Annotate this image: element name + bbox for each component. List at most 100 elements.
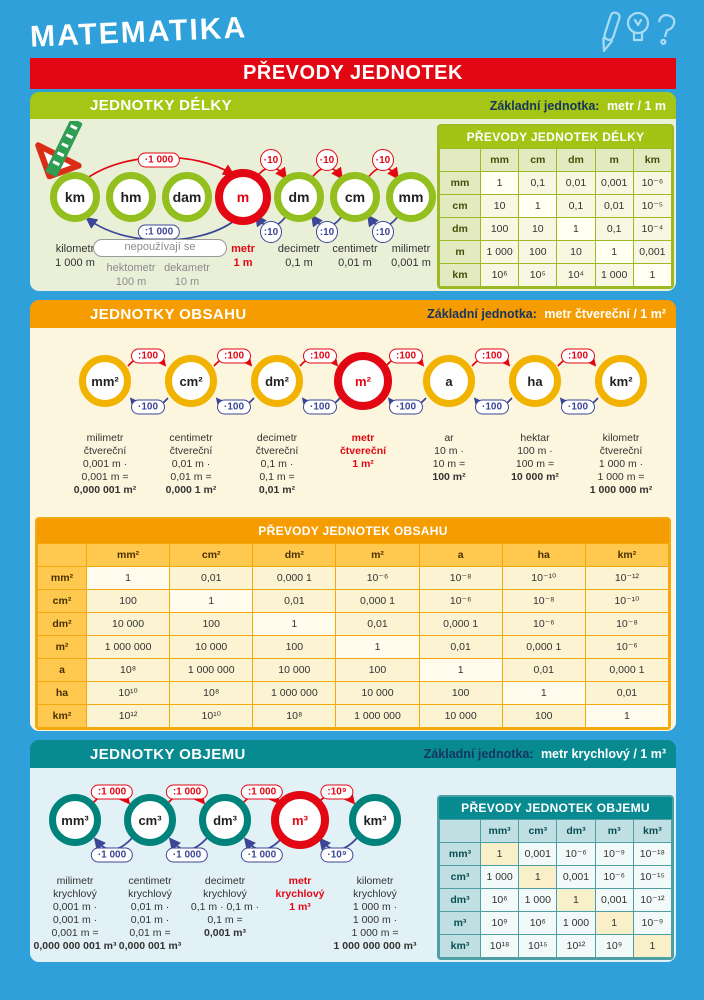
- unit-circle-cm3: cm³: [124, 794, 176, 846]
- unit-label-dekametr: dekametr 10 m: [147, 262, 227, 288]
- table-cell: 0,01: [418, 635, 503, 659]
- table-row: km² 10¹² 10¹⁰ 10⁸ 1 000 000 10 000 100 1: [37, 704, 669, 728]
- description-line: 0,001 m ·: [52, 901, 98, 913]
- unit-circle-mm: mm: [386, 172, 436, 222]
- description-line: decimetr: [256, 432, 298, 444]
- base-unit: Základní jednotka: metr čtvereční / 1 m²: [427, 307, 666, 321]
- conversion-table-volume: PŘEVODY JEDNOTEK OBJEMU mm³ cm³ dm³ m³ km³ mm…: [437, 795, 674, 960]
- unit-description-column: metr krychlový 1 m³: [258, 875, 342, 914]
- table-cell: 1: [418, 658, 503, 682]
- description-line: krychlový: [353, 888, 397, 900]
- unit-name: dekametr: [164, 262, 210, 274]
- description-result: 0,000 000 001 m³: [33, 940, 117, 952]
- table-cell: 10⁶: [518, 911, 558, 935]
- table-row-header: mm: [439, 171, 481, 195]
- description-result: 10 000 m²: [511, 471, 559, 483]
- table-cell: 10⁻⁶: [556, 842, 596, 866]
- table-col-header: km: [632, 148, 672, 172]
- table-cell: 10⁻⁶: [594, 865, 634, 889]
- description-line: 0,01 m =: [170, 471, 212, 483]
- multiply-pill: ·100: [388, 399, 424, 415]
- set-square-ruler-icon: [35, 121, 83, 180]
- table-cell: 10⁻¹²: [584, 566, 669, 590]
- table-cell: 10⁴: [556, 263, 596, 287]
- divide-pill: :100: [474, 348, 510, 364]
- table-cell: 0,01: [584, 681, 669, 705]
- question-mark-icon: [658, 14, 676, 45]
- description-lines: metr čtvereční: [318, 432, 408, 458]
- table-cell: 0,001: [518, 842, 558, 866]
- table-cell: 1 000: [556, 911, 596, 935]
- table-cell: 1: [479, 171, 520, 195]
- section-body-area: mm² cm² dm² m² a ha km² :100 :100 :100 :…: [30, 328, 676, 731]
- table-grid: mm cm dm m km mm 1 0,1 0,01 0,001 10⁻⁶ cm 10 1 0,1 0,01…: [439, 148, 672, 287]
- table-grid: mm³ cm³ dm³ m³ km³ mm³ 1 0,001 10⁻⁶ 10⁻⁹ 10⁻¹⁸ cm³ 1…: [439, 819, 672, 958]
- table-cell: 0,01: [594, 194, 634, 218]
- unit-description-column: centimetr čtvereční 0,01 m · 0,01 m = 0,000…: [146, 432, 236, 497]
- description-line: 0,01 m ·: [130, 914, 170, 926]
- table-row-header: m²: [37, 635, 87, 659]
- unit-description-column: decimetr krychlový 0,1 m · 0,1 m · 0,1 m = …: [183, 875, 267, 940]
- pencil-icon: [602, 11, 621, 53]
- section-heading: JEDNOTKY OBJEMU: [90, 745, 246, 763]
- description-lines: decimetr krychlový 0,1 m · 0,1 m · 0,1 m =: [183, 875, 267, 927]
- description-line: metr: [351, 432, 375, 444]
- table-cell: 0,1: [556, 194, 596, 218]
- description-line: čtvereční: [83, 445, 127, 457]
- description-line: krychlový: [53, 888, 97, 900]
- table-cell: 10⁻¹⁰: [584, 589, 669, 613]
- unit-label-metr: metr 1 m: [203, 243, 283, 269]
- base-unit-label: Základní jednotka:: [423, 747, 534, 761]
- table-cell: 1: [518, 194, 558, 218]
- table-col-header: ha: [501, 543, 586, 567]
- divide-pill: :1 000: [90, 784, 134, 800]
- table-cell: 1 000: [518, 888, 558, 912]
- table-cell: 10¹⁸: [479, 934, 520, 958]
- table-cell: 10⁻¹²: [632, 888, 672, 912]
- description-lines: kilometr krychlový 1 000 m · 1 000 m · 1 000…: [333, 875, 417, 940]
- description-line: 1 000 m =: [351, 927, 399, 939]
- divide-pill: :100: [302, 348, 338, 364]
- conversion-table-length: PŘEVODY JEDNOTEK DÉLKY mm cm dm m km mm 1 0,1 0,…: [437, 124, 674, 289]
- table-cell: 100: [335, 658, 420, 682]
- section-body-volume: mm³ cm³ dm³ m³ km³ :1 000 :1 000 :1 000 …: [30, 768, 676, 962]
- table-row: cm³ 1 000 1 0,001 10⁻⁶ 10⁻¹⁵: [439, 865, 672, 889]
- table-row-header: cm²: [37, 589, 87, 613]
- description-line: milimetr: [86, 432, 124, 444]
- table-cell: 1 000 000: [252, 681, 337, 705]
- table-cell: 10¹²: [556, 934, 596, 958]
- description-line: decimetr: [204, 875, 246, 887]
- description-line: hektar: [520, 432, 550, 444]
- table-corner-cell: [439, 819, 481, 843]
- base-unit: Základní jednotka: metr / 1 m: [490, 99, 666, 113]
- table-corner-cell: [439, 148, 481, 172]
- unit-circle-cm: cm: [330, 172, 380, 222]
- unit-label-hektometr: hektometr 100 m: [91, 262, 171, 288]
- table-row: a 10⁸ 1 000 000 10 000 100 1 0,01 0,000 1: [37, 658, 669, 682]
- conversion-table: mm² cm² dm² m² a ha km² mm² 1 0,01 0,000 1 10⁻⁶ 10⁻⁸…: [37, 543, 669, 728]
- description-result: 0,000 001 m²: [73, 484, 137, 496]
- table-cell: 10⁹: [594, 934, 634, 958]
- table-cell: 10 000: [335, 681, 420, 705]
- unit-circle-m3: m³: [271, 791, 329, 849]
- description-lines: milimetr krychlový 0,001 m · 0,001 m · 0,001…: [33, 875, 117, 940]
- table-row-header: a: [37, 658, 87, 682]
- base-unit-value: metr / 1 m: [606, 98, 666, 113]
- table-row-header: km²: [37, 704, 87, 728]
- description-line: 10 m =: [432, 458, 466, 470]
- table-cell: 10⁻⁶: [418, 589, 503, 613]
- divide-pill: :10: [260, 221, 282, 243]
- unit-circle-mm2: mm²: [79, 355, 131, 407]
- table-row: ha 10¹⁰ 10⁸ 1 000 000 10 000 100 1 0,01: [37, 681, 669, 705]
- table-row: m² 1 000 000 10 000 100 1 0,01 0,000 1 10⁻⁶: [37, 635, 669, 659]
- table-cell: 10 000: [418, 704, 503, 728]
- multiply-pill: ·1 000: [165, 847, 209, 863]
- table-cell: 10⁻¹⁸: [632, 842, 672, 866]
- description-line: čtvereční: [339, 445, 387, 457]
- table-cell: 10⁵: [518, 263, 558, 287]
- description-line: 1 000 m ·: [352, 901, 398, 913]
- table-cell: 1: [501, 681, 586, 705]
- divide-pill: :100: [560, 348, 596, 364]
- description-lines: centimetr krychlový 0,01 m · 0,01 m · 0,01 m…: [108, 875, 192, 940]
